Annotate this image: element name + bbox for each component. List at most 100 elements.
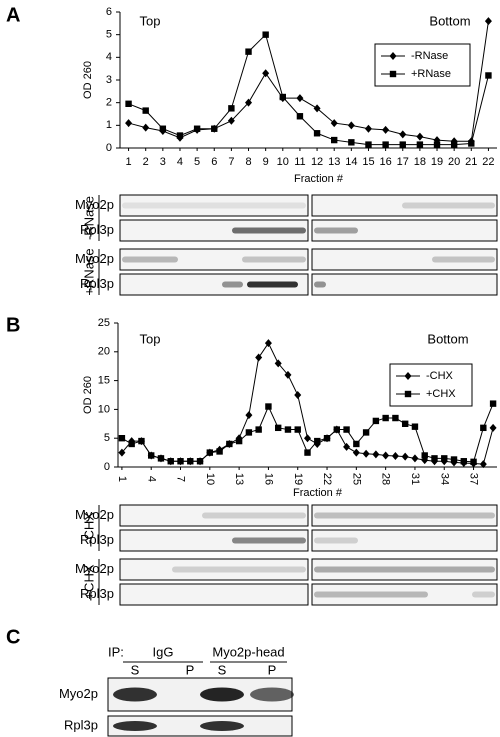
row-label: Myo2p xyxy=(75,197,114,212)
marker xyxy=(279,93,286,101)
row-label: Myo2p xyxy=(75,251,114,266)
marker xyxy=(411,454,419,463)
x-tick-label: 28 xyxy=(380,473,392,485)
marker xyxy=(187,458,194,465)
marker xyxy=(226,440,233,448)
marker xyxy=(245,98,253,107)
marker xyxy=(323,435,331,442)
y-tick-label: 10 xyxy=(98,403,110,415)
blot-strip xyxy=(119,273,309,296)
x-tick-label: 3 xyxy=(160,156,166,168)
marker xyxy=(401,452,409,461)
marker xyxy=(330,119,338,128)
marker xyxy=(347,121,355,130)
x-tick-label: 20 xyxy=(448,156,460,168)
marker xyxy=(313,130,321,137)
marker xyxy=(399,141,406,148)
x-tick-label: 7 xyxy=(228,156,234,168)
marker xyxy=(177,458,184,465)
x-tick-label: 37 xyxy=(468,473,480,485)
row-label: Myo2p xyxy=(75,507,114,522)
y-tick-label: 20 xyxy=(98,346,110,358)
marker xyxy=(470,458,477,466)
marker xyxy=(333,426,341,433)
marker xyxy=(485,72,492,79)
x-tick-label: 9 xyxy=(263,156,269,168)
blot-band xyxy=(202,512,306,519)
x-tick-label: 10 xyxy=(277,156,289,168)
blot-strip xyxy=(119,504,309,527)
x-axis-title: Fraction # xyxy=(294,173,344,185)
marker xyxy=(392,414,399,422)
series-line xyxy=(128,20,489,142)
blot-strip xyxy=(119,248,309,271)
marker xyxy=(176,132,184,139)
marker xyxy=(391,452,399,461)
x-tick-label: 10 xyxy=(204,473,216,485)
marker xyxy=(216,448,223,455)
marker xyxy=(399,130,407,139)
x-tick-label: 25 xyxy=(350,473,362,485)
blot-strip xyxy=(311,583,498,606)
x-tick-label: 16 xyxy=(263,473,275,485)
marker xyxy=(227,116,235,125)
annotation: Bottom xyxy=(427,331,468,346)
marker xyxy=(296,113,304,120)
marker xyxy=(245,48,252,55)
marker xyxy=(262,69,270,78)
marker xyxy=(364,124,372,133)
blot-strip xyxy=(119,194,309,217)
marker xyxy=(372,450,380,459)
marker xyxy=(313,104,321,113)
row-label: Rpl3p xyxy=(80,276,114,291)
blot-strip xyxy=(119,558,309,581)
marker xyxy=(274,424,282,432)
x-tick-label: 12 xyxy=(311,156,323,168)
marker xyxy=(304,434,311,443)
legend-marker xyxy=(404,372,412,380)
y-tick-label: 5 xyxy=(104,432,110,444)
lane-label: P xyxy=(186,662,195,677)
y-tick-label: 0 xyxy=(104,461,110,473)
marker xyxy=(167,458,174,465)
marker xyxy=(480,424,487,432)
column-label: Myo2p-head xyxy=(212,644,284,659)
legend-label: +CHX xyxy=(426,388,456,400)
marker xyxy=(245,429,253,436)
blot-band xyxy=(122,202,306,209)
row-label: Myo2p xyxy=(59,686,98,701)
annotation: Top xyxy=(140,13,161,28)
blot-band xyxy=(172,566,306,573)
x-tick-label: 21 xyxy=(465,156,477,168)
lane-label: P xyxy=(268,662,277,677)
blot-band xyxy=(242,256,306,263)
y-tick-label: 4 xyxy=(106,51,112,63)
blot-strip xyxy=(311,504,498,527)
marker xyxy=(353,440,360,448)
marker xyxy=(159,125,167,132)
blot-band xyxy=(222,281,243,288)
x-tick-label: 34 xyxy=(438,473,450,485)
annotation: Bottom xyxy=(429,13,470,28)
marker xyxy=(348,139,355,146)
x-tick-label: 22 xyxy=(321,473,333,485)
marker xyxy=(148,452,155,459)
blot-strip xyxy=(311,194,498,217)
row-label: Rpl3p xyxy=(80,222,114,237)
marker xyxy=(421,452,428,459)
marker xyxy=(460,458,467,465)
marker xyxy=(314,437,321,445)
blot-strip xyxy=(311,219,498,242)
legend-box xyxy=(389,363,473,407)
marker xyxy=(264,339,272,348)
marker xyxy=(118,448,126,457)
group-label: -CHX xyxy=(81,512,96,544)
marker xyxy=(416,132,424,141)
marker xyxy=(352,448,360,457)
blot-band xyxy=(314,512,495,519)
lane-label: S xyxy=(218,662,227,677)
blot-band xyxy=(113,687,157,702)
marker xyxy=(157,455,165,462)
blot-strip xyxy=(311,529,498,552)
